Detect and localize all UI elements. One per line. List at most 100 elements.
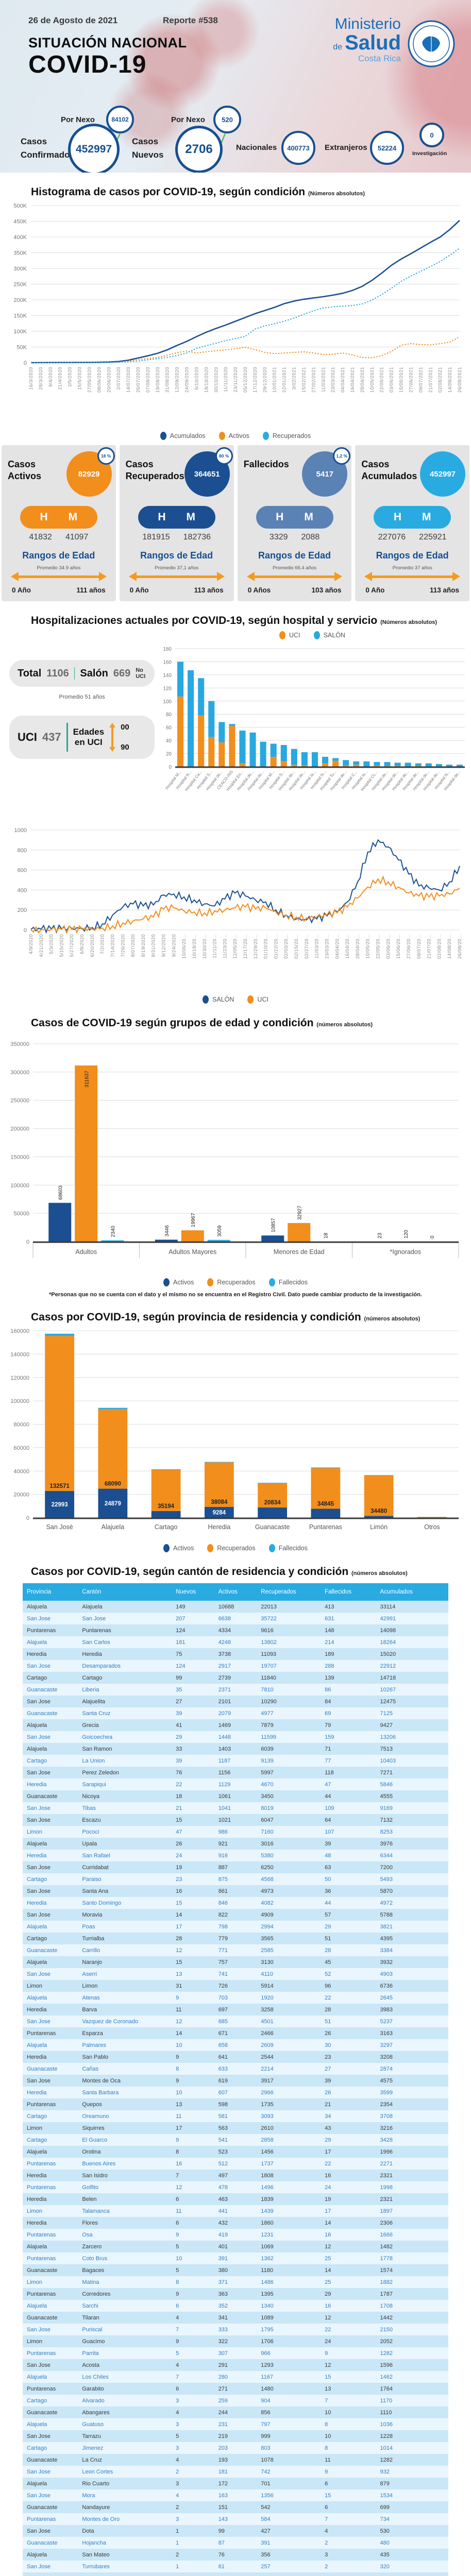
cell-nuevos: 8: [172, 2276, 214, 2288]
table-row: Alajuela Zarcero 5 401 1069 12 1482: [23, 2241, 448, 2252]
table-row: Limon Pococi 47 986 7160 107 8253: [23, 1826, 448, 1838]
cell-recuperados: 999: [257, 2430, 321, 2442]
cell-provincia: Puntarenas: [23, 2347, 78, 2359]
hospital-legend: UCI SALÓN: [155, 631, 470, 639]
legend-item: Activos: [218, 432, 249, 440]
cell-fallecidos: 27: [321, 2063, 376, 2075]
cell-cantón: Montes de Oro: [78, 2513, 172, 2525]
cell-recuperados: 5997: [257, 1767, 321, 1778]
ministry-costa-rica: Costa Rica: [358, 54, 401, 64]
cell-activos: 3738: [214, 1648, 257, 1660]
cell-activos: 726: [214, 1980, 257, 1992]
svg-text:4/21/2020: 4/21/2020: [39, 934, 44, 957]
cell-recuperados: 1735: [257, 2098, 321, 2110]
cell-recuperados: 13802: [257, 1636, 321, 1648]
cell-recuperados: 2214: [257, 2063, 321, 2075]
edades-uci-label: Edades en UCI: [73, 726, 105, 747]
svg-text:12/29/20...: 12/29/20...: [253, 934, 258, 959]
svg-text:11/03/2021: 11/03/2021: [321, 367, 326, 392]
svg-text:22/05/20...: 22/05/20...: [376, 934, 381, 959]
age-group-legend: Activos Recuperados Fallecidos: [0, 1278, 471, 1286]
cell-recuperados: 2585: [257, 1944, 321, 1956]
cell-provincia: San Jose: [23, 2489, 78, 2501]
legend-label: SALÓN: [212, 996, 234, 1003]
table-row: Cartago Jimenez 3 203 803 8 1014: [23, 2442, 448, 2454]
svg-text:35194: 35194: [158, 1503, 175, 1510]
cell-acumulados: 3983: [376, 2004, 448, 2015]
cell-provincia: Heredia: [23, 1897, 78, 1909]
cell-activos: 152: [214, 2572, 257, 2576]
cell-recuperados: 4909: [257, 1909, 321, 1921]
cell-provincia: Guanacaste: [23, 2312, 78, 2324]
cell-fallecidos: 17: [321, 2146, 376, 2158]
cell-acumulados: 734: [376, 2513, 448, 2525]
table-header-row: Provincia Cantón Nuevos Activos Recuperados F…: [23, 1583, 448, 1601]
cell-fallecidos: 413: [321, 1601, 376, 1613]
table-row: Alajuela San Ramon 33 1403 6039 71 7513: [23, 1743, 448, 1755]
cell-activos: 419: [214, 2229, 257, 2241]
legend-dot-icon: [262, 432, 269, 440]
cell-fallecidos: 43: [321, 2122, 376, 2134]
hospitalized-timeline-chart: 0 200 400 600 800 1000 4/9/2020 4/21/2020 5/3/20…: [0, 825, 471, 993]
cell-cantón: Siquirres: [78, 2122, 172, 2134]
cell-activos: 1129: [214, 1778, 257, 1790]
cell-cantón: Matina: [78, 2276, 172, 2288]
cell-recuperados: 1293: [257, 2359, 321, 2371]
cell-acumulados: 7132: [376, 1814, 448, 1826]
cell-recuperados: 2466: [257, 2027, 321, 2039]
cell-cantón: San Pablo: [78, 2051, 172, 2063]
legend-label: SALÓN: [323, 632, 345, 639]
cell-fallecidos: 34: [321, 2110, 376, 2122]
cell-provincia: San Jose: [23, 2561, 78, 2572]
cell-provincia: Alajuela: [23, 2300, 78, 2312]
cell-nuevos: 10: [172, 2252, 214, 2264]
hm-pill: H M: [20, 506, 97, 529]
table-row: San Jose Puriscal 7 333 1795 22 2150: [23, 2324, 448, 2335]
cell-activos: 633: [214, 2063, 257, 2075]
table-row: Heredia Belen 6 463 1839 19 2321: [23, 2193, 448, 2205]
table-row: Limon Matina 8 371 1486 25 1882: [23, 2276, 448, 2288]
cell-cantón: San Isidro: [78, 2170, 172, 2181]
cell-acumulados: 1778: [376, 2252, 448, 2264]
svg-text:3/5/2020: 3/5/2020: [68, 367, 73, 387]
cell-nuevos: 15: [172, 1814, 214, 1826]
cell-recuperados: 3565: [257, 1933, 321, 1944]
table-row: Alajuela Guatuso 3 231 797 8 1036: [23, 2418, 448, 2430]
cell-fallecidos: 44: [321, 1897, 376, 1909]
m-label: M: [186, 511, 195, 523]
table-row: San Jose Turrubares 1 61 257 2 320: [23, 2561, 448, 2572]
cell-provincia: San Jose: [23, 1731, 78, 1743]
legend-label: Recuperados: [272, 432, 311, 439]
cell-provincia: Heredia: [23, 1850, 78, 1861]
cell-provincia: Guanacaste: [23, 2454, 78, 2466]
cell-provincia: Limon: [23, 2335, 78, 2347]
svg-text:San José: San José: [46, 1523, 73, 1531]
svg-text:28/04/2021: 28/04/2021: [360, 367, 365, 393]
table-row: Puntarenas Buenos Aires 16 512 1737 22 2271: [23, 2158, 448, 2170]
cell-cantón: Alajuelita: [78, 1696, 172, 1707]
cell-provincia: Alajuela: [23, 1743, 78, 1755]
svg-text:02/08/20...: 02/08/20...: [436, 934, 442, 959]
m-value: 2088: [301, 533, 320, 541]
cell-fallecidos: 2: [321, 2537, 376, 2549]
cell-fallecidos: 51: [321, 2015, 376, 2027]
cell-acumulados: 1014: [376, 2442, 448, 2454]
cell-activos: 76: [214, 2549, 257, 2561]
table-row: Guanacaste Santa Cruz 39 2079 4977 69 7125: [23, 1707, 448, 1719]
cell-provincia: Alajuela: [23, 2146, 78, 2158]
cell-acumulados: 4555: [376, 1790, 448, 1802]
svg-text:68090: 68090: [105, 1481, 121, 1487]
cell-provincia: Heredia: [23, 2193, 78, 2205]
investigacion-circle: 0: [419, 123, 444, 147]
divider: [74, 667, 75, 680]
cell-fallecidos: 57: [321, 1909, 376, 1921]
cell-activos: 685: [214, 2015, 257, 2027]
cell-provincia: Alajuela: [23, 2241, 78, 2252]
svg-text:22993: 22993: [52, 1502, 68, 1508]
svg-text:03/06/2021: 03/06/2021: [389, 367, 394, 393]
cell-cantón: Zarcero: [78, 2241, 172, 2252]
svg-text:9/12/2020: 9/12/2020: [161, 934, 166, 957]
cell-nuevos: 4: [172, 2454, 214, 2466]
card-value-circle: 364651 80 %: [184, 447, 233, 497]
svg-text:27/02/2021: 27/02/2021: [311, 367, 316, 393]
